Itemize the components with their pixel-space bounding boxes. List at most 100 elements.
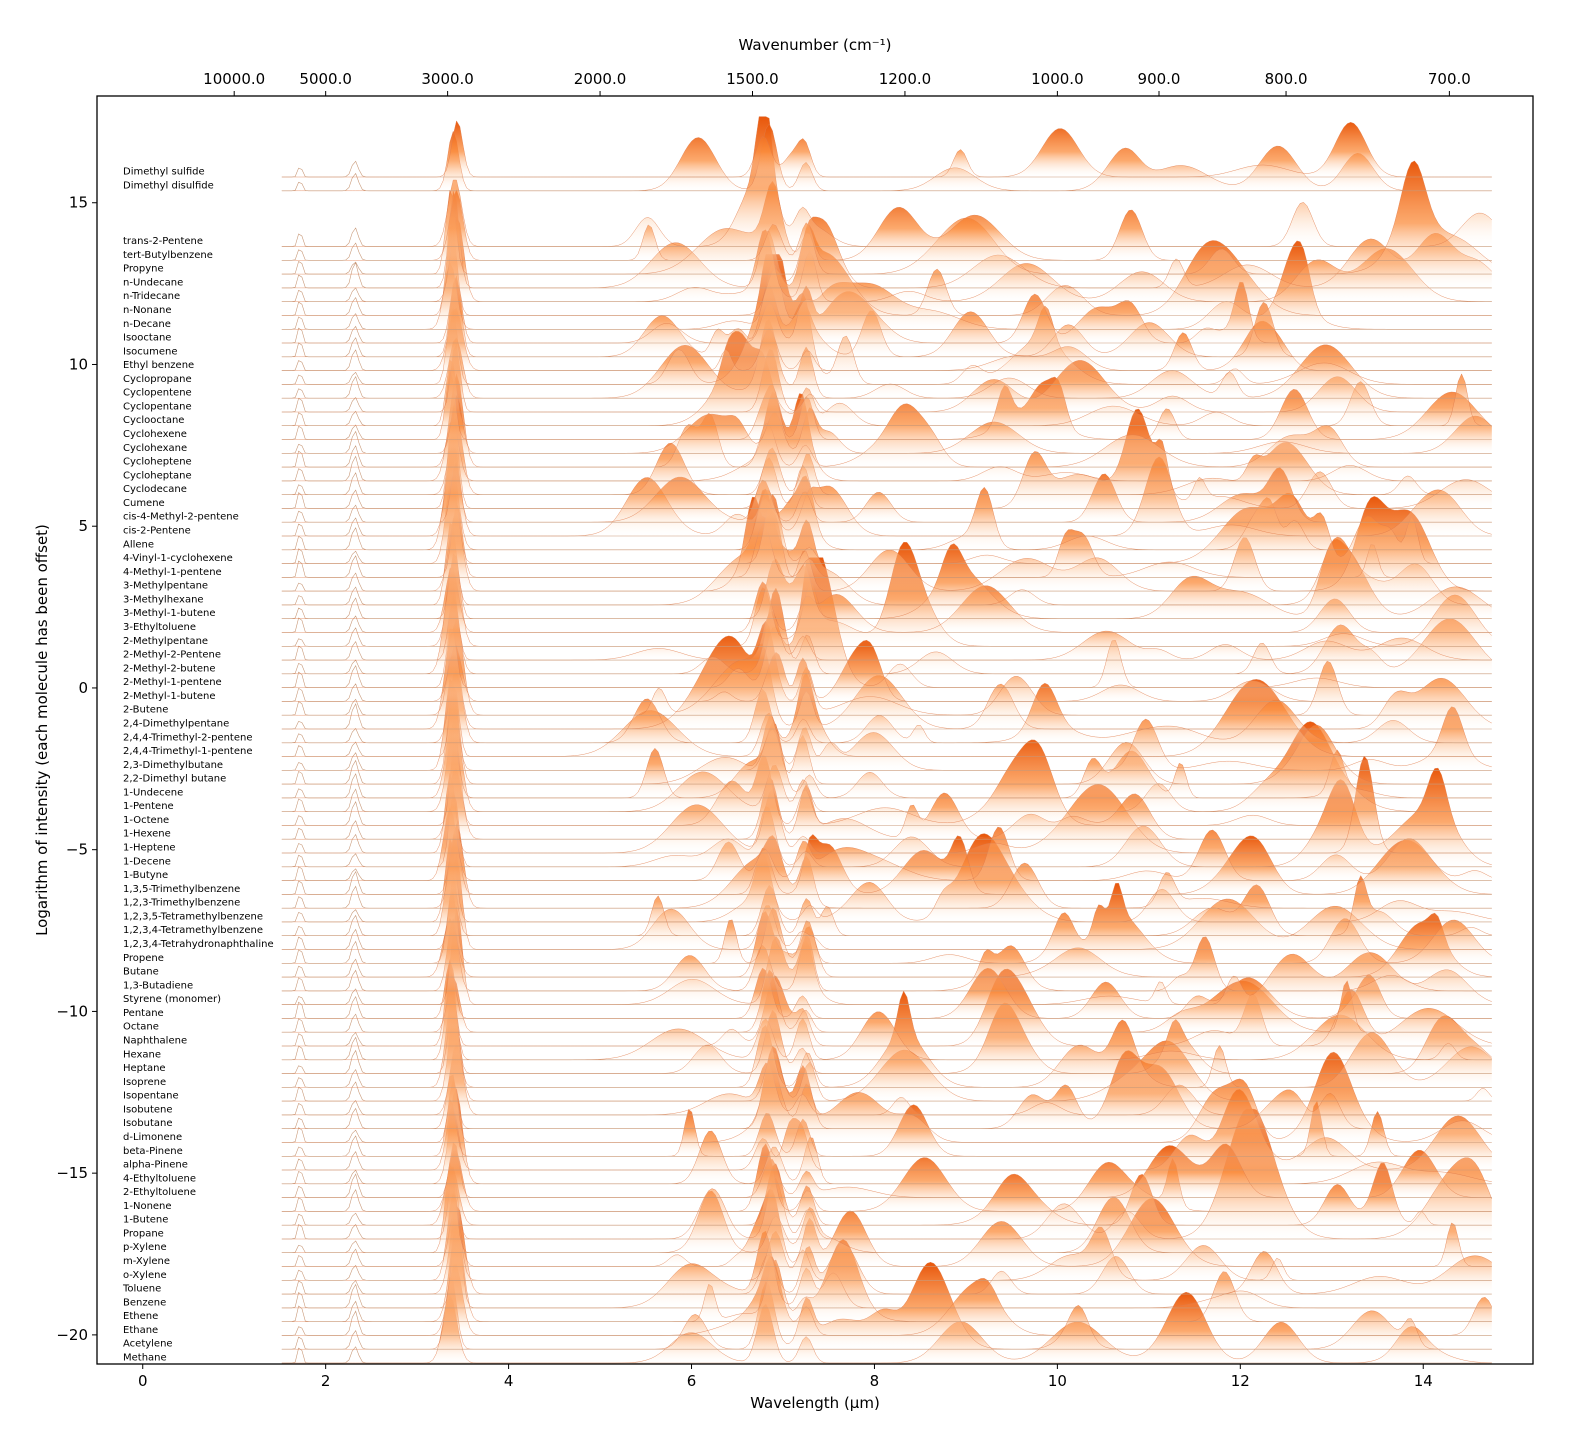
molecule-label: Toluene (122, 1284, 161, 1295)
spectrum-fill (281, 539, 1492, 619)
molecule-label: 3-Ethyltoluene (123, 622, 196, 633)
nir-overtone-line (281, 472, 1492, 495)
spectrum-fill (281, 1014, 1492, 1102)
molecule-label: Dimethyl sulfide (123, 167, 205, 178)
nir-overtone-line (281, 1346, 1492, 1364)
spectrum-fill (281, 577, 1492, 674)
nir-overtone-line (281, 914, 1492, 936)
x-tick-label: 8 (870, 1372, 880, 1390)
nir-overtone-line (281, 627, 1492, 647)
molecule-label: Isobutene (123, 1104, 173, 1115)
molecule-label: cis-4-Methyl-2-pentene (123, 512, 239, 523)
spectrum-fill (281, 331, 1492, 426)
nir-overtone-line (281, 659, 1492, 675)
molecule-label: Cyclooctane (123, 415, 184, 426)
spectrum-fill (281, 240, 1492, 330)
molecule-label: 2-Butene (123, 705, 168, 716)
nir-overtone-line (281, 1264, 1492, 1281)
top-tick-label: 1000.0 (1031, 70, 1084, 88)
nir-overtone-line (281, 375, 1492, 399)
molecule-label: n-Tridecane (123, 291, 180, 302)
molecule-label: n-Undecane (123, 277, 183, 288)
y-tick-label: −10 (56, 1002, 88, 1020)
molecule-label: Isobutane (123, 1118, 173, 1129)
nir-overtone-line (281, 940, 1492, 964)
molecule-label: o-Xylene (123, 1270, 167, 1281)
molecule-label: 2,4,4-Trimethyl-2-pentene (123, 732, 253, 743)
spectrum-fill (281, 959, 1492, 1019)
spectrum-fill (281, 1088, 1492, 1184)
y-tick-label: −5 (66, 841, 88, 859)
spectrum-fill (281, 1046, 1492, 1143)
molecule-label: Hexane (123, 1049, 161, 1060)
nir-overtone-line (281, 615, 1492, 633)
x-tick-label: 6 (687, 1372, 697, 1390)
nir-overtone-line (281, 853, 1492, 868)
spectrum-fill (281, 672, 1492, 757)
nir-overtone-line (281, 527, 1492, 551)
molecule-label: 1,3-Butadiene (123, 980, 193, 991)
nir-overtone-line (281, 698, 1492, 716)
molecule-label: Cyclohexane (123, 443, 187, 454)
molecule-label: 1-Nonene (123, 1201, 172, 1212)
molecule-label: trans-2-Pentene (123, 236, 203, 247)
molecule-label: 1,2,3-Trimethylbenzene (123, 898, 240, 909)
molecule-label: 1-Heptene (123, 843, 176, 854)
molecule-label: Ethane (123, 1325, 158, 1336)
nir-overtone-line (281, 788, 1492, 812)
nir-overtone-line (281, 1169, 1492, 1185)
spectrum-fill (281, 918, 1492, 991)
molecule-label: 1,3,5-Trimethylbenzene (123, 884, 240, 895)
nir-overtone-line (281, 261, 1492, 289)
nir-overtone-line (281, 455, 1492, 482)
molecule-label: 1-Butene (123, 1215, 168, 1226)
nir-overtone-line (281, 773, 1492, 799)
nir-overtone-line (281, 1099, 1492, 1116)
top-tick-label: 5000.0 (299, 70, 352, 88)
nir-overtone-line (281, 866, 1492, 881)
molecule-label: Butane (123, 967, 159, 978)
nir-overtone-line (281, 727, 1492, 744)
molecule-label: Cyclohexene (123, 429, 187, 440)
top-tick-label: 800.0 (1265, 70, 1308, 88)
nir-overtone-line (281, 1283, 1492, 1309)
nir-overtone-line (281, 1081, 1492, 1102)
molecule-label: Propane (123, 1228, 164, 1239)
nir-overtone-line (281, 586, 1492, 606)
nir-overtone-line (281, 1068, 1492, 1088)
nir-overtone-line (281, 833, 1492, 854)
molecule-label: Acetylene (123, 1339, 173, 1350)
spectrum-fill (281, 120, 1492, 177)
spectrum-fill (281, 756, 1492, 854)
bottom-x-axis: 0 2 4 6 8 10 12 14 (138, 1364, 1433, 1390)
molecule-label: cis-2-Pentene (123, 526, 191, 537)
molecule-label: beta-Pinene (123, 1146, 183, 1157)
nir-overtone-line (281, 1013, 1492, 1033)
nir-overtone-line (281, 396, 1492, 413)
nir-overtone-line (281, 664, 1492, 688)
y-tick-label: 5 (78, 517, 88, 535)
nir-overtone-line (281, 640, 1492, 661)
y-tick-label: −20 (56, 1326, 88, 1344)
nir-overtone-line (281, 572, 1492, 592)
molecule-label: n-Decane (123, 319, 171, 330)
spectrum-fill (281, 854, 1492, 950)
spectrum-fill (281, 860, 1492, 936)
molecule-label: Cumene (123, 498, 165, 509)
nir-overtone-line (281, 1049, 1492, 1074)
nir-overtone-line (281, 1107, 1492, 1129)
top-tick-label: 10000.0 (203, 70, 265, 88)
nir-overtone-line (281, 759, 1492, 785)
plot-frame (96, 95, 1534, 1365)
y-tick-label: −15 (56, 1164, 88, 1182)
spectrum-fill (281, 542, 1492, 647)
spectrum-fill (281, 216, 1492, 302)
molecule-label: Ethene (123, 1311, 158, 1322)
molecule-label: Dimethyl disulfide (123, 180, 214, 191)
nir-overtone-line (281, 909, 1492, 923)
spectrum-fill (281, 883, 1492, 964)
nir-overtone-line (281, 1212, 1492, 1226)
molecule-label: Pentane (123, 1008, 164, 1019)
spectrum-fill (281, 190, 1492, 288)
